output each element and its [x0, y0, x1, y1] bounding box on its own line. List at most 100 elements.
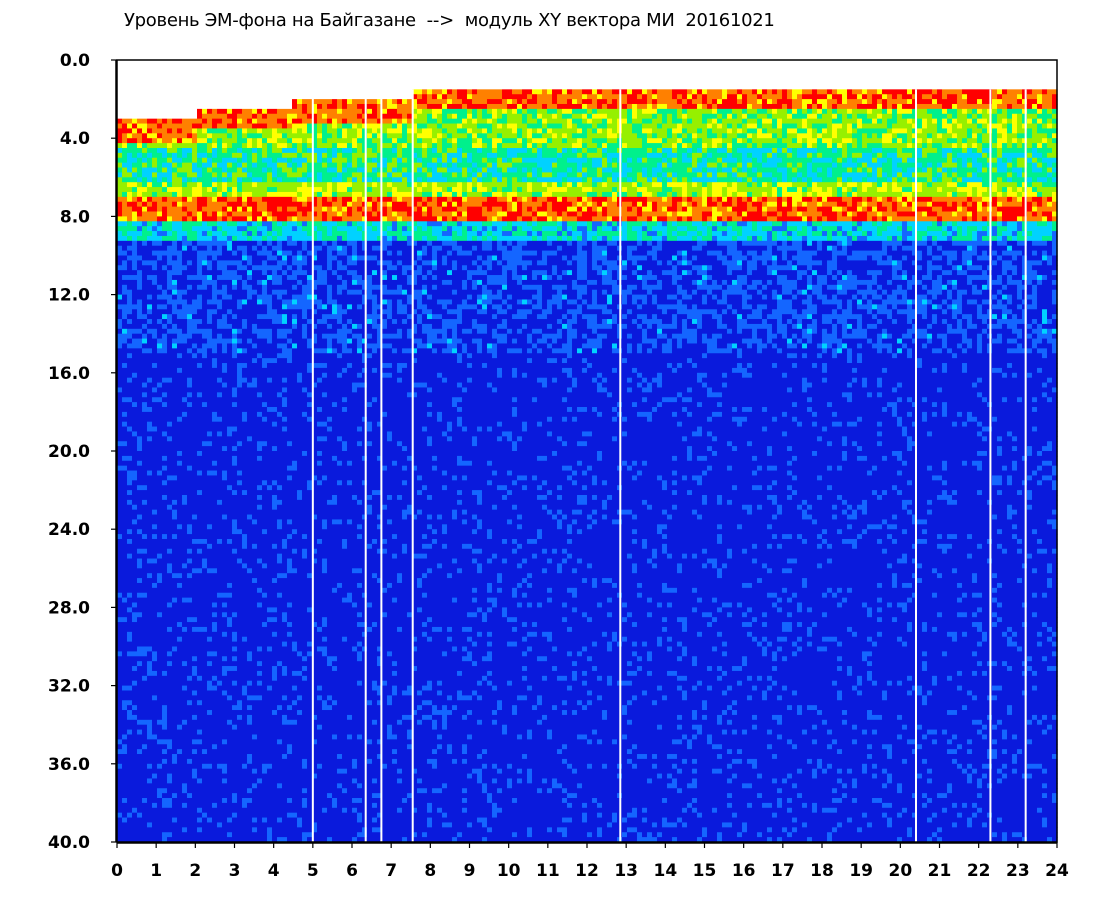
heat-cell [137, 793, 143, 798]
heat-cell [247, 637, 253, 642]
heat-cell [207, 163, 213, 168]
heat-cell [267, 451, 273, 456]
heat-cell [212, 769, 218, 774]
heat-cell [157, 143, 163, 148]
heat-cell [182, 212, 188, 217]
heat-cell [127, 387, 133, 392]
heat-cell [222, 153, 228, 158]
heat-cell [142, 138, 148, 143]
heat-cell [157, 515, 163, 520]
heat-cell [217, 822, 223, 827]
heat-cell [122, 94, 128, 99]
heat-cell [137, 397, 143, 402]
heat-cell [237, 275, 243, 280]
heat-cell [257, 427, 263, 432]
heat-cell [182, 461, 188, 466]
heat-cell [212, 617, 218, 622]
heat-cell [222, 681, 228, 686]
heat-cell [122, 690, 128, 695]
heat-cell [202, 485, 208, 490]
heat-cell [137, 700, 143, 705]
heat-cell [152, 304, 158, 309]
heat-cell [252, 471, 258, 476]
heat-cell [227, 818, 233, 823]
heat-cell [237, 119, 243, 124]
heat-cell [252, 89, 258, 94]
heat-cell [257, 686, 263, 691]
heat-cell [182, 813, 188, 818]
heat-cell [127, 720, 133, 725]
heat-cell [227, 769, 233, 774]
heat-cell [147, 99, 153, 104]
heat-cell [202, 539, 208, 544]
heat-cell [217, 138, 223, 143]
heat-cell [182, 519, 188, 524]
heat-cell [132, 265, 138, 270]
heat-cell [262, 236, 268, 241]
heat-cell [192, 466, 198, 471]
heat-cell [267, 475, 273, 480]
heat-cell [187, 529, 193, 534]
heat-cell [117, 622, 123, 627]
heat-cell [247, 461, 253, 466]
heat-cell [122, 60, 128, 65]
heat-cell [197, 231, 203, 236]
heat-cell [197, 607, 203, 612]
heat-cell [117, 212, 123, 217]
heat-cell [247, 192, 253, 197]
heat-cell [232, 593, 238, 598]
heat-cell [142, 80, 148, 85]
heat-cell [232, 661, 238, 666]
heat-cell [237, 529, 243, 534]
heat-cell [137, 461, 143, 466]
heat-cell [142, 280, 148, 285]
heat-cell [127, 563, 133, 568]
heat-cell [132, 783, 138, 788]
heat-cell [192, 519, 198, 524]
heat-cell [267, 793, 273, 798]
heat-cell [162, 769, 168, 774]
heat-cell [257, 407, 263, 412]
heat-cell [237, 363, 243, 368]
heat-cell [117, 808, 123, 813]
heat-cell [202, 725, 208, 730]
heat-cell [247, 99, 253, 104]
heat-cell [152, 686, 158, 691]
heat-cell [167, 695, 173, 700]
heat-cell [262, 378, 268, 383]
heat-cell [187, 231, 193, 236]
heat-cell [252, 500, 258, 505]
heat-cell [252, 148, 258, 153]
heat-cell [162, 656, 168, 661]
heat-cell [272, 226, 278, 231]
heat-cell [207, 461, 213, 466]
heat-cell [202, 827, 208, 832]
heat-cell [212, 734, 218, 739]
heat-cell [157, 671, 163, 676]
heat-cell [267, 788, 273, 793]
heat-cell [177, 402, 183, 407]
heat-cell [197, 304, 203, 309]
heat-cell [167, 818, 173, 823]
heat-cell [262, 324, 268, 329]
heat-cell [132, 348, 138, 353]
heat-cell [187, 632, 193, 637]
heat-cell [252, 265, 258, 270]
heat-cell [117, 334, 123, 339]
heat-cell [182, 207, 188, 212]
heat-cell [172, 461, 178, 466]
heat-cell [172, 622, 178, 627]
heat-cell [237, 182, 243, 187]
heat-cell [212, 236, 218, 241]
heat-cell [197, 348, 203, 353]
heat-cell [172, 563, 178, 568]
heat-cell [232, 275, 238, 280]
heat-cell [252, 172, 258, 177]
heat-cell [122, 778, 128, 783]
heat-cell [227, 368, 233, 373]
heat-cell [177, 348, 183, 353]
heat-cell [157, 270, 163, 275]
heat-cell [187, 705, 193, 710]
heat-cell [192, 70, 198, 75]
heat-cell [207, 573, 213, 578]
